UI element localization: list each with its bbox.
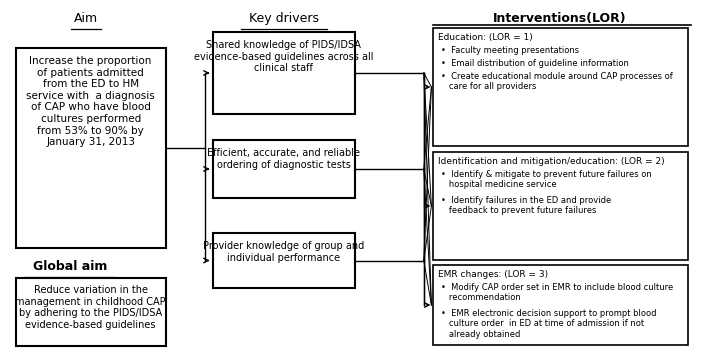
Text: Efficient, accurate, and reliable
ordering of diagnostic tests: Efficient, accurate, and reliable orderi…: [207, 148, 361, 170]
FancyBboxPatch shape: [212, 233, 355, 288]
Text: •  Modify CAP order set in EMR to include blood culture
   recommendation: • Modify CAP order set in EMR to include…: [441, 283, 673, 302]
Text: •  EMR electronic decision support to prompt blood
   culture order  in ED at ti: • EMR electronic decision support to pro…: [441, 309, 657, 339]
Text: •  Identify failures in the ED and provide
   feedback to prevent future failure: • Identify failures in the ED and provid…: [441, 196, 611, 215]
Text: •  Faculty meeting presentations: • Faculty meeting presentations: [441, 46, 579, 55]
FancyBboxPatch shape: [433, 28, 688, 146]
Text: Key drivers: Key drivers: [249, 12, 319, 25]
FancyBboxPatch shape: [212, 140, 355, 198]
FancyBboxPatch shape: [433, 265, 688, 345]
Text: Education: (LOR = 1): Education: (LOR = 1): [438, 33, 533, 42]
Text: Aim: Aim: [74, 12, 98, 25]
Text: Increase the proportion
of patients admitted
from the ED to HM
service with  a d: Increase the proportion of patients admi…: [27, 56, 155, 147]
Text: EMR changes: (LOR = 3): EMR changes: (LOR = 3): [438, 270, 548, 279]
Text: Global aim: Global aim: [32, 260, 107, 273]
FancyBboxPatch shape: [212, 32, 355, 114]
Text: •  Email distribution of guideline information: • Email distribution of guideline inform…: [441, 59, 629, 68]
Text: Provider knowledge of group and
individual performance: Provider knowledge of group and individu…: [203, 241, 364, 263]
Text: Interventions(LOR): Interventions(LOR): [493, 12, 626, 25]
Text: Reduce variation in the
management in childhood CAP
by adhering to the PIDS/IDSA: Reduce variation in the management in ch…: [15, 285, 166, 330]
Text: Shared knowledge of PIDS/IDSA
evidence-based guidelines across all
clinical staf: Shared knowledge of PIDS/IDSA evidence-b…: [194, 40, 374, 73]
FancyBboxPatch shape: [16, 278, 166, 346]
Text: •  Create educational module around CAP processes of
   care for all providers: • Create educational module around CAP p…: [441, 72, 672, 92]
Text: •  Identify & mitigate to prevent future failures on
   hospital medicine servic: • Identify & mitigate to prevent future …: [441, 170, 652, 189]
Text: Identification and mitigation/education: (LOR = 2): Identification and mitigation/education:…: [438, 157, 665, 166]
FancyBboxPatch shape: [16, 48, 166, 248]
FancyBboxPatch shape: [433, 152, 688, 260]
